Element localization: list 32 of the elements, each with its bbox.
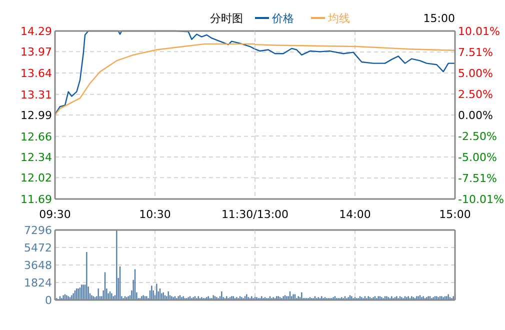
- y-tick-label: 0: [45, 294, 52, 307]
- legend-label: 均线: [327, 12, 350, 25]
- x-tick-label: 09:30: [39, 208, 71, 221]
- y2-tick-label: -2.50%: [458, 130, 497, 143]
- y-tick-label: 1824: [24, 276, 52, 290]
- y-tick-label: 14.29: [20, 25, 52, 38]
- y-tick-label: 13.97: [20, 46, 52, 59]
- y-tick-label: 3648: [24, 259, 52, 272]
- y2-tick-label: -10.01%: [458, 193, 504, 206]
- y-tick-label: 7296: [24, 224, 52, 237]
- y2-tick-label: 2.50%: [458, 88, 493, 102]
- y-tick-label: 13.31: [20, 88, 52, 102]
- y2-tick-label: 7.51%: [458, 46, 493, 59]
- y-tick-label: 12.99: [20, 109, 52, 122]
- x-tick-label: 11:30/13:00: [221, 208, 289, 221]
- y2-tick-label: 10.01%: [458, 25, 500, 38]
- y-tick-label: 11.69: [20, 193, 52, 206]
- chart-subtitle: 分时图: [210, 12, 243, 25]
- y-tick-label: 12.02: [20, 172, 52, 185]
- y2-tick-label: -5.00%: [458, 150, 497, 164]
- y2-tick-label: 0.00%: [458, 109, 493, 122]
- y-tick-label: 13.64: [20, 67, 52, 80]
- x-tick-label: 14:00: [339, 208, 371, 221]
- text: 15:00: [423, 12, 455, 25]
- x-tick-label: 10:30: [139, 208, 171, 221]
- y-tick-label: 12.66: [20, 130, 52, 144]
- x-tick-label: 15:00: [439, 208, 471, 221]
- y2-tick-label: -7.51%: [458, 172, 497, 186]
- legend-label: 价格: [271, 12, 294, 25]
- y-tick-label: 12.34: [20, 151, 52, 164]
- y2-tick-label: 5.00%: [458, 67, 493, 80]
- y-tick-label: 5472: [24, 242, 52, 254]
